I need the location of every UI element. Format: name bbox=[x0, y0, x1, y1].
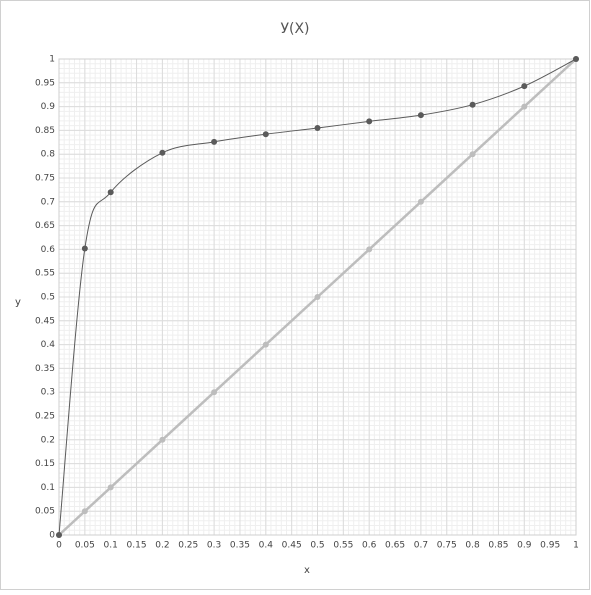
chart-title: У(Х) bbox=[280, 21, 309, 37]
x-tick-label: 0.2 bbox=[155, 541, 169, 551]
data-point bbox=[366, 246, 373, 253]
x-tick-label: 0.5 bbox=[310, 541, 324, 551]
x-tick-label: 0.45 bbox=[282, 541, 302, 551]
data-point bbox=[314, 294, 321, 300]
x-tick-label: 0.25 bbox=[178, 541, 198, 551]
y-tick-label: 0.2 bbox=[41, 435, 55, 445]
plot-border bbox=[58, 58, 577, 536]
data-point bbox=[262, 131, 269, 138]
y-tick-label: 0.7 bbox=[41, 197, 55, 207]
data-point bbox=[56, 532, 62, 538]
data-point bbox=[107, 189, 114, 196]
data-point bbox=[81, 508, 88, 515]
y-tick-label: 0 bbox=[49, 531, 55, 541]
y-tick-label: 0.6 bbox=[41, 245, 56, 255]
y-tick-label: 0.8 bbox=[41, 150, 56, 160]
data-point bbox=[159, 149, 166, 156]
data-point bbox=[521, 103, 528, 110]
x-tick-label: 0.95 bbox=[540, 541, 560, 551]
y-tick-label: 0.1 bbox=[41, 483, 55, 493]
y-tick-label: 0.4 bbox=[41, 340, 56, 350]
data-point bbox=[314, 125, 321, 132]
x-tick-label: 0 bbox=[56, 541, 62, 551]
x-tick-label: 0.3 bbox=[207, 541, 221, 551]
y-tick-label: 1 bbox=[49, 55, 55, 65]
y-tick-label: 0.3 bbox=[41, 388, 55, 398]
y-tick-label: 0.5 bbox=[41, 293, 55, 303]
x-tick-label: 0.9 bbox=[517, 541, 532, 551]
data-point bbox=[469, 101, 476, 108]
x-tick-label: 1 bbox=[573, 541, 579, 551]
y-tick-label: 0.25 bbox=[35, 412, 55, 422]
data-point bbox=[211, 389, 218, 396]
x-tick-label: 0.15 bbox=[127, 541, 147, 551]
x-tick-label: 0.6 bbox=[362, 541, 377, 551]
data-point bbox=[417, 112, 424, 119]
x-tick-label: 0.1 bbox=[104, 541, 118, 551]
y-tick-label: 0.05 bbox=[35, 507, 55, 517]
y-axis-label: y bbox=[15, 297, 21, 308]
y-tick-label: 0.55 bbox=[35, 269, 55, 279]
series-line bbox=[58, 58, 577, 536]
data-point bbox=[211, 138, 218, 145]
data-point bbox=[262, 341, 269, 348]
x-tick-label: 0.85 bbox=[488, 541, 508, 551]
x-tick-label: 0.7 bbox=[414, 541, 428, 551]
y-tick-label: 0.35 bbox=[35, 364, 55, 374]
y-tick-label: 0.9 bbox=[41, 102, 56, 112]
y-tick-label: 0.65 bbox=[35, 221, 55, 231]
data-point bbox=[469, 151, 476, 158]
x-tick-label: 0.35 bbox=[230, 541, 250, 551]
x-tick-label: 0.75 bbox=[437, 541, 457, 551]
y-tick-label: 0.75 bbox=[35, 174, 55, 184]
y-tick-label: 0.85 bbox=[35, 126, 55, 136]
data-point bbox=[366, 118, 373, 125]
data-point bbox=[521, 83, 528, 90]
y-tick-label: 0.95 bbox=[35, 78, 55, 88]
x-tick-label: 0.65 bbox=[385, 541, 405, 551]
data-point bbox=[159, 436, 166, 443]
y-tick-label: 0.15 bbox=[35, 459, 55, 469]
x-axis-label: x bbox=[304, 565, 310, 576]
data-point bbox=[573, 56, 579, 62]
x-tick-label: 0.8 bbox=[465, 541, 480, 551]
x-tick-label: 0.4 bbox=[259, 541, 274, 551]
x-tick-label: 0.05 bbox=[75, 541, 95, 551]
x-tick-label: 0.55 bbox=[333, 541, 353, 551]
y-tick-label: 0.45 bbox=[35, 316, 55, 326]
data-point bbox=[81, 245, 88, 252]
data-point bbox=[417, 198, 424, 205]
data-point bbox=[107, 484, 114, 491]
